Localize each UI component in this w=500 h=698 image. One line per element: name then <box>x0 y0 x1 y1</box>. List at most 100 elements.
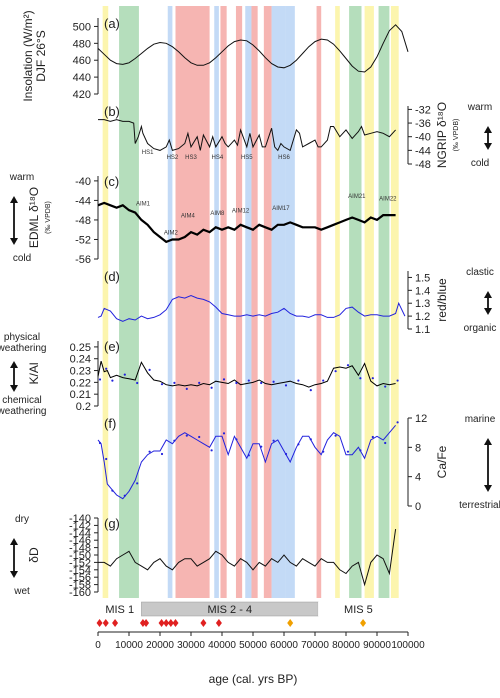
event-label-b: HS3 <box>185 155 197 161</box>
data-point-f <box>346 450 350 453</box>
arrow-head-up-b <box>484 126 492 133</box>
data-point-e <box>136 381 139 385</box>
y-tick-label-e: 0.23 <box>70 366 91 378</box>
mis-bar-0 <box>98 602 142 616</box>
side-annotation-bottom-b: cold <box>471 158 489 169</box>
series-line-e <box>97 360 396 388</box>
side-annotation-bottom-e: chemical <box>2 395 41 406</box>
data-point-e <box>247 379 250 382</box>
arrow-head-down-b <box>484 143 492 150</box>
panel-g: -160-158-156-154-152-150-148-146-144-142… <box>10 513 397 599</box>
shaded-interval-2 <box>167 6 173 598</box>
data-point-e <box>111 379 114 382</box>
y-tick-label-g: -154 <box>69 565 91 577</box>
arrow-head-up-e <box>10 361 18 368</box>
side-annotation-top-c: warm <box>9 172 34 183</box>
y-tick-label-g: -146 <box>69 535 91 547</box>
date-marker-11 <box>287 619 294 627</box>
shaded-intervals <box>102 6 399 598</box>
event-label-c: AIM21 <box>348 194 366 200</box>
x-tick-label: 80000 <box>332 640 360 651</box>
y-tick-label-d: 1.3 <box>415 298 430 310</box>
data-point-f <box>297 443 300 446</box>
y-tick-label-c: -44 <box>75 195 91 207</box>
x-tick-label: 70000 <box>301 640 329 651</box>
data-point-f <box>284 452 288 456</box>
series-line-c <box>97 201 396 244</box>
arrow-head-up-d <box>484 291 492 298</box>
event-label-c: AIM1 <box>136 201 151 207</box>
y-tick-label-g: -152 <box>69 557 91 569</box>
shaded-interval-15 <box>364 6 374 598</box>
date-marker-5 <box>158 619 165 627</box>
arrow-head-down-d <box>484 308 492 315</box>
y-tick-label-g: -140 <box>69 513 91 525</box>
y-tick-label-e: 0.24 <box>70 354 91 366</box>
y-axis-label-c: EDML δ¹⁸O <box>27 187 41 248</box>
side-annotation-bottom-c: cold <box>13 253 31 264</box>
y-tick-label-g: -158 <box>69 580 91 592</box>
event-label-c: AIM4 <box>181 214 196 220</box>
y-tick-label-d: 1.1 <box>415 324 430 336</box>
date-marker-9 <box>200 619 207 627</box>
arrow-head-up-c <box>10 196 18 203</box>
y-tick-label-c: -52 <box>75 234 91 246</box>
y-tick-label-f: 0 <box>415 501 421 513</box>
shaded-interval-9 <box>263 6 272 598</box>
arrow-head-up-f <box>484 438 492 445</box>
side-annotation-bottom-e: weathering <box>0 406 46 417</box>
data-point-e <box>359 377 362 380</box>
y-axis-label-g: δD <box>27 547 41 563</box>
date-marker-6 <box>163 619 170 627</box>
y-tick-label-b: -44 <box>415 145 431 157</box>
y-axis-sublabel-b: (‰ VPDB) <box>453 119 460 152</box>
side-annotation-bottom-g: wet <box>13 586 30 597</box>
data-point-f <box>334 434 337 437</box>
data-point-f <box>309 438 312 441</box>
data-point-f <box>210 449 213 452</box>
side-annotation-top-e: physical <box>4 332 40 343</box>
data-point-e <box>98 378 102 381</box>
event-label-b: HS2 <box>167 155 179 161</box>
data-point-e <box>284 384 288 387</box>
x-tick-label: 100000 <box>391 640 425 651</box>
x-tick-label: 60000 <box>270 640 298 651</box>
y-tick-label-a: 460 <box>73 55 91 67</box>
y-tick-label-a: 420 <box>73 89 91 101</box>
panel-c: -56 -52 -48 -44 -40 (c) EDML δ¹⁸O (‰ VPDB) AIM1 A… <box>9 172 397 266</box>
data-point-f <box>136 482 139 485</box>
data-point-e <box>210 386 213 389</box>
y-axis-label-e: K/Al <box>27 362 41 384</box>
panel-label-a: (a) <box>104 16 120 31</box>
data-point-f <box>105 457 108 461</box>
panel-label-g: (g) <box>104 516 120 531</box>
x-tick-label: 30000 <box>177 640 205 651</box>
series-line-b <box>98 119 396 152</box>
shaded-interval-6 <box>235 6 243 598</box>
y-tick-label-d: 1.5 <box>415 272 430 284</box>
arrow-head-down-e <box>10 385 18 392</box>
panel-e: 0.20.210.220.230.240.25 (e)K/Alphysicalwe… <box>0 332 399 417</box>
panel-label-f: (f) <box>104 416 116 431</box>
y-tick-label-e: 0.25 <box>70 342 91 354</box>
y-tick-label-g: -150 <box>69 550 91 562</box>
x-tick-label: 20000 <box>146 640 174 651</box>
shaded-interval-13 <box>335 6 340 598</box>
shaded-interval-17 <box>390 6 399 598</box>
data-point-f <box>123 494 126 497</box>
date-marker-2 <box>112 619 119 627</box>
event-label-b: HS1 <box>142 150 154 156</box>
x-tick-label: 90000 <box>363 640 391 651</box>
data-point-e <box>185 387 188 391</box>
y-tick-label-a: 480 <box>73 38 91 50</box>
y-tick-label-c: -56 <box>75 254 91 266</box>
data-point-e <box>105 367 108 370</box>
panel-label-c: (c) <box>104 174 119 189</box>
y-tick-label-d: 1.2 <box>415 311 430 323</box>
side-annotation-bottom-f: terrestrial <box>459 500 500 511</box>
data-point-e <box>272 380 275 383</box>
y-axis-label-b: NGRIP δ¹⁸O <box>435 102 449 168</box>
data-point-e <box>384 385 387 388</box>
data-point-f <box>396 421 399 424</box>
y-tick-label-g: -144 <box>69 528 91 540</box>
